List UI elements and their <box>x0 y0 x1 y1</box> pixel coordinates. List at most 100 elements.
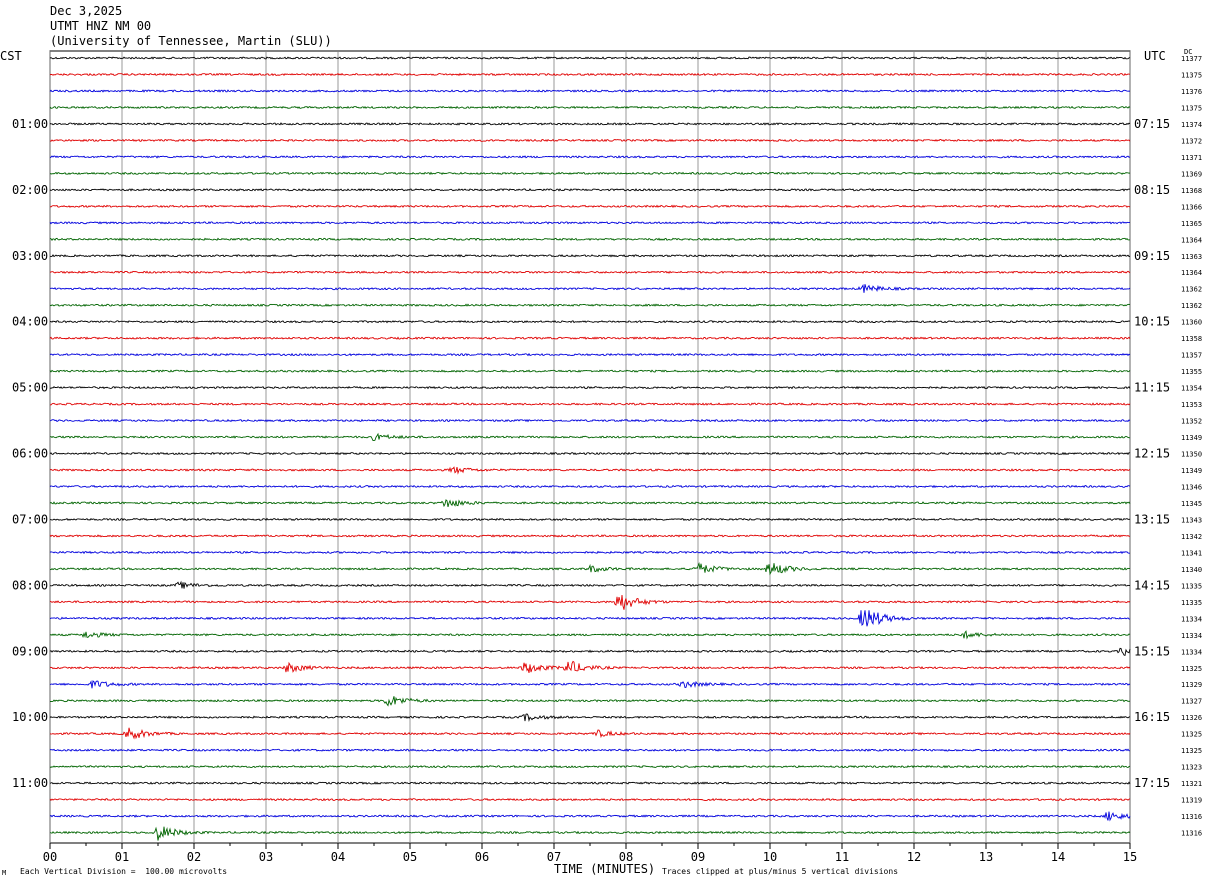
dc-offset-label: 11335 <box>1181 599 1202 607</box>
dc-offset-label: 11376 <box>1181 88 1202 96</box>
dc-offset-label: 11343 <box>1181 516 1202 524</box>
dc-offset-label: 11321 <box>1181 780 1202 788</box>
dc-offset-label: 11345 <box>1181 500 1202 508</box>
x-tick-label: 13 <box>979 850 993 864</box>
trace-line <box>49 764 1131 769</box>
trace-line <box>49 534 1131 538</box>
trace-line <box>49 155 1131 159</box>
dc-offset-label: 11341 <box>1181 549 1202 557</box>
x-tick-label: 05 <box>403 850 417 864</box>
left-time-label: 05:00 <box>12 381 48 395</box>
trace-line <box>49 303 1131 307</box>
dc-offset-label: 11354 <box>1181 385 1202 393</box>
dc-offset-label: 11334 <box>1181 648 1202 656</box>
trace-line <box>49 385 1131 390</box>
trace-line <box>49 402 1131 406</box>
dc-offset-label: 11326 <box>1181 714 1202 722</box>
dc-offset-label: 11375 <box>1181 104 1202 112</box>
dc-offset-label: 11369 <box>1181 170 1202 178</box>
dc-offset-label: 11334 <box>1181 615 1202 623</box>
x-tick-label: 06 <box>475 850 489 864</box>
trace-line <box>49 826 1131 841</box>
right-time-label: 14:15 <box>1134 578 1170 592</box>
right-time-label: 12:15 <box>1134 447 1170 461</box>
trace-line <box>49 188 1131 192</box>
right-time-label: 10:15 <box>1134 315 1170 329</box>
x-tick-label: 04 <box>331 850 345 864</box>
trace-line <box>49 237 1131 242</box>
channel-title: UTMT HNZ NM 00 <box>50 19 152 33</box>
right-timezone-label: UTC <box>1144 49 1166 63</box>
dc-offset-label: 11329 <box>1181 681 1202 689</box>
scale-note: Each Vertical Division = 100.00 microvol… <box>20 867 228 876</box>
left-time-label: 11:00 <box>12 776 48 790</box>
trace-line <box>49 283 1131 293</box>
dc-offset-label: 11353 <box>1181 401 1202 409</box>
dc-offset-label: 11365 <box>1181 220 1202 228</box>
dc-offset-label: 11323 <box>1181 764 1202 772</box>
dc-offset-label: 11358 <box>1181 335 1202 343</box>
dc-offset-label: 11342 <box>1181 533 1202 541</box>
trace-line <box>49 484 1131 489</box>
grid-lines <box>49 50 1131 849</box>
mark-glyph: M <box>2 869 7 877</box>
site-title: (University of Tennessee, Martin (SLU)) <box>50 34 332 48</box>
trace-line <box>49 561 1131 576</box>
left-time-label: 03:00 <box>12 249 48 263</box>
dc-offset-label: 11349 <box>1181 434 1202 442</box>
dc-header-label: DC <box>1184 48 1193 56</box>
trace-line <box>49 451 1131 456</box>
trace-line <box>49 550 1131 555</box>
dc-offset-label: 11325 <box>1181 747 1202 755</box>
trace-line <box>49 466 1131 475</box>
trace-line <box>49 122 1131 126</box>
dc-offset-label: 11335 <box>1181 582 1202 590</box>
dc-offset-label: 11319 <box>1181 797 1202 805</box>
trace-line <box>49 680 1131 689</box>
right-time-label: 17:15 <box>1134 776 1170 790</box>
trace-line <box>49 336 1131 340</box>
right-time-label: 08:15 <box>1134 183 1170 197</box>
trace-line <box>49 630 1131 640</box>
x-tick-label: 07 <box>547 850 561 864</box>
right-time-label: 09:15 <box>1134 249 1170 263</box>
trace-line <box>49 517 1131 522</box>
left-time-label: 09:00 <box>12 644 48 658</box>
left-timezone-label: CST <box>0 49 22 63</box>
x-tick-label: 15 <box>1123 850 1137 864</box>
x-tick-label: 03 <box>259 850 273 864</box>
x-tick-label: 12 <box>907 850 921 864</box>
dc-offset-label: 11366 <box>1181 203 1202 211</box>
x-tick-label: 02 <box>187 850 201 864</box>
clip-note: Traces clipped at plus/minus 5 vertical … <box>662 867 899 876</box>
trace-line <box>49 432 1131 442</box>
right-time-label: 16:15 <box>1134 710 1170 724</box>
right-time-label: 13:15 <box>1134 512 1170 526</box>
x-tick-label: 00 <box>43 850 57 864</box>
trace-line <box>49 352 1131 357</box>
x-tick-label: 09 <box>691 850 705 864</box>
dc-offset-label: 11371 <box>1181 154 1202 162</box>
trace-lines <box>49 56 1131 841</box>
trace-line <box>49 171 1131 176</box>
dc-offset-label: 11352 <box>1181 418 1202 426</box>
left-time-label: 07:00 <box>12 512 48 526</box>
left-time-label: 10:00 <box>12 710 48 724</box>
plot-frame <box>49 50 1131 844</box>
trace-line <box>49 56 1131 60</box>
dc-offset-label: 11327 <box>1181 698 1202 706</box>
right-time-label: 15:15 <box>1134 644 1170 658</box>
trace-line <box>49 660 1131 674</box>
left-time-label: 08:00 <box>12 578 48 592</box>
trace-line <box>49 254 1131 258</box>
dc-offset-label: 11363 <box>1181 253 1202 261</box>
dc-offset-label: 11362 <box>1181 302 1202 310</box>
trace-line <box>49 580 1131 589</box>
dc-offset-label: 11325 <box>1181 731 1202 739</box>
x-tick-label: 10 <box>763 850 777 864</box>
dc-offset-label: 11362 <box>1181 286 1202 294</box>
dc-offset-label: 11316 <box>1181 830 1202 838</box>
x-tick-label: 14 <box>1051 850 1065 864</box>
x-tick-label: 11 <box>835 850 849 864</box>
dc-offset-label: 11357 <box>1181 352 1202 360</box>
